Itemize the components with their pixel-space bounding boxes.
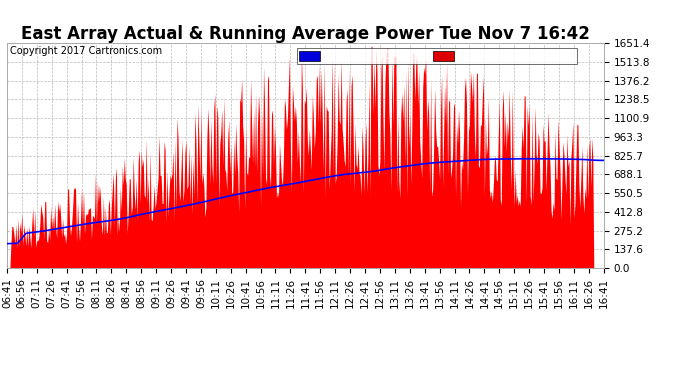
Text: Copyright 2017 Cartronics.com: Copyright 2017 Cartronics.com xyxy=(10,46,161,56)
Legend: Average  (DC Watts), East Array  (DC Watts): Average (DC Watts), East Array (DC Watts… xyxy=(297,48,577,64)
Title: East Array Actual & Running Average Power Tue Nov 7 16:42: East Array Actual & Running Average Powe… xyxy=(21,25,590,43)
